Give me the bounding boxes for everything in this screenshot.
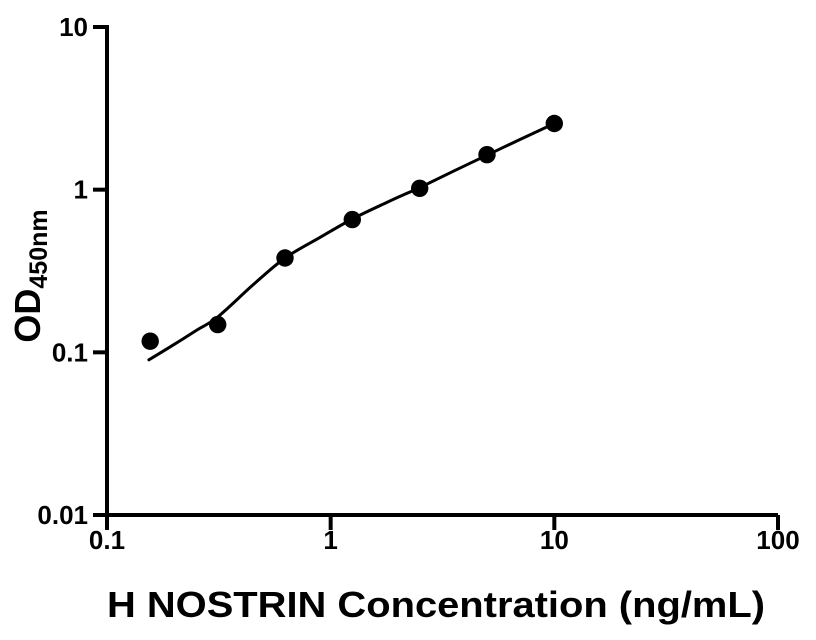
data-point bbox=[478, 146, 496, 164]
y-axis-title-main: OD bbox=[7, 289, 48, 343]
y-tick-label: 1 bbox=[74, 175, 88, 205]
x-tick-label: 100 bbox=[756, 525, 799, 555]
x-axis-title: H NOSTRIN Concentration (ng/mL) bbox=[107, 584, 765, 625]
data-point bbox=[545, 114, 563, 133]
y-axis-title-subscript: 450nm bbox=[25, 209, 53, 288]
x-tick-label: 10 bbox=[540, 525, 569, 555]
data-point bbox=[411, 179, 429, 197]
data-point bbox=[343, 210, 361, 229]
y-tick-label: 0.1 bbox=[52, 337, 88, 367]
x-tick-label: 1 bbox=[323, 525, 337, 555]
y-axis-title: OD450nm bbox=[7, 209, 53, 342]
data-point bbox=[141, 332, 159, 350]
x-tick-label: 0.1 bbox=[89, 525, 125, 555]
data-point bbox=[276, 249, 294, 267]
data-point bbox=[209, 315, 227, 334]
y-tick-label: 10 bbox=[59, 12, 88, 42]
y-tick-label: 0.01 bbox=[37, 500, 88, 530]
